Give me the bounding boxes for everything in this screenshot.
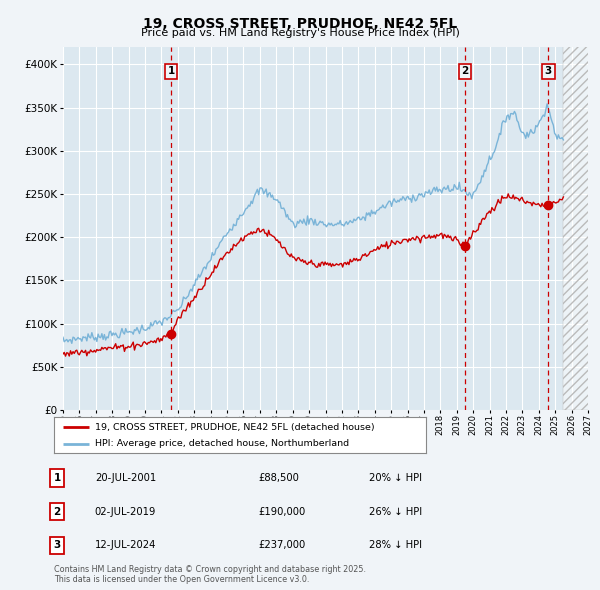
Text: 19, CROSS STREET, PRUDHOE, NE42 5FL: 19, CROSS STREET, PRUDHOE, NE42 5FL xyxy=(143,17,457,31)
Text: 26% ↓ HPI: 26% ↓ HPI xyxy=(369,507,422,516)
Text: 3: 3 xyxy=(53,540,61,550)
Text: 2: 2 xyxy=(461,67,469,76)
Text: 02-JUL-2019: 02-JUL-2019 xyxy=(95,507,156,516)
Text: 3: 3 xyxy=(545,67,552,76)
Text: This data is licensed under the Open Government Licence v3.0.: This data is licensed under the Open Gov… xyxy=(54,575,310,584)
Text: £237,000: £237,000 xyxy=(258,540,305,550)
Text: 12-JUL-2024: 12-JUL-2024 xyxy=(95,540,156,550)
Text: 1: 1 xyxy=(53,473,61,483)
Text: 20% ↓ HPI: 20% ↓ HPI xyxy=(369,473,422,483)
Text: HPI: Average price, detached house, Northumberland: HPI: Average price, detached house, Nort… xyxy=(95,439,349,448)
Text: 20-JUL-2001: 20-JUL-2001 xyxy=(95,473,156,483)
Text: 28% ↓ HPI: 28% ↓ HPI xyxy=(369,540,422,550)
Text: £190,000: £190,000 xyxy=(258,507,305,516)
Text: £88,500: £88,500 xyxy=(258,473,299,483)
Text: 2: 2 xyxy=(53,507,61,516)
Text: 1: 1 xyxy=(167,67,175,76)
Text: 19, CROSS STREET, PRUDHOE, NE42 5FL (detached house): 19, CROSS STREET, PRUDHOE, NE42 5FL (det… xyxy=(95,422,374,431)
Text: Price paid vs. HM Land Registry's House Price Index (HPI): Price paid vs. HM Land Registry's House … xyxy=(140,28,460,38)
Text: Contains HM Land Registry data © Crown copyright and database right 2025.: Contains HM Land Registry data © Crown c… xyxy=(54,565,366,575)
